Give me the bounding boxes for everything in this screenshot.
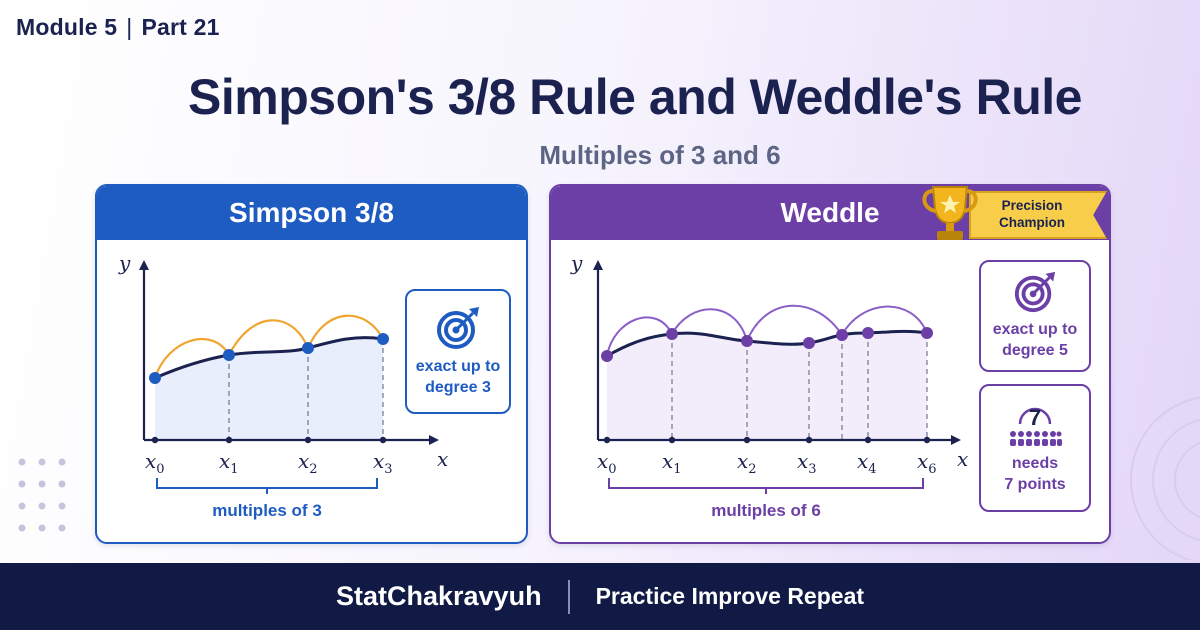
page-title: Simpson's 3/8 Rule and Weddle's Rule (188, 69, 1082, 125)
separator: | (126, 14, 133, 40)
badge-text: Precision Champion (999, 198, 1065, 232)
footer-divider (567, 579, 570, 614)
svg-text:x1: x1 (662, 449, 682, 477)
svg-text:x0: x0 (597, 449, 617, 477)
decorative-dots (18, 458, 66, 532)
decorative-rings (1130, 396, 1200, 560)
target-icon (1014, 272, 1056, 313)
svg-text:x2: x2 (737, 449, 757, 477)
simpson-shaded-area (155, 337, 383, 440)
simpson-exactness-box: exact up to degree 3 (405, 289, 511, 414)
weddle-y-label: y (570, 251, 583, 275)
weddle-tick-labels: x0 x1 x2 x3 x4 x6 (597, 449, 937, 477)
simpson-panel-title: Simpson 3/8 (97, 186, 526, 240)
people-icon: 7 (1010, 405, 1062, 447)
svg-text:x2: x2 (298, 449, 318, 477)
module-number: Module 5 (16, 14, 118, 40)
precision-champion-badge: Precision Champion (919, 179, 1115, 245)
svg-text:x3: x3 (797, 449, 817, 477)
simpson-points (149, 333, 389, 384)
simpson-exactness-line2: degree 3 (425, 378, 491, 396)
page-subtitle: Multiples of 3 and 6 (539, 140, 781, 170)
weddle-plot: y x x0 x1 x2 x3 x4 x6 multiples of 6 (570, 251, 968, 520)
simpson-arcs (153, 314, 384, 379)
svg-text:x4: x4 (857, 449, 877, 477)
svg-text:x0: x0 (145, 449, 165, 477)
weddle-exactness-line2: degree 5 (1002, 342, 1068, 359)
svg-text:x3: x3 (373, 449, 393, 477)
weddle-ordinates (671, 333, 928, 440)
footer-bar: StatChakravyuh Practice Improve Repeat (0, 563, 1200, 630)
module-part-label: Module 5 | Part 21 (16, 14, 220, 41)
simpson-curve (154, 336, 384, 380)
weddle-brace (608, 478, 924, 494)
weddle-points-line2: 7 points (1004, 476, 1066, 493)
simpson-ordinates (228, 339, 384, 440)
svg-text:x1: x1 (219, 449, 239, 477)
simpson-brace (156, 478, 378, 494)
simpson-x-arrow (429, 435, 439, 445)
part-number: Part 21 (141, 14, 220, 40)
simpson-y-arrow (139, 260, 149, 270)
footer-tagline: Practice Improve Repeat (595, 583, 865, 609)
weddle-exactness-line1: exact up to (992, 321, 1078, 339)
weddle-axes (596, 270, 951, 442)
svg-text:x6: x6 (917, 449, 937, 477)
weddle-tick-dots (603, 436, 931, 444)
badge-ribbon: Precision Champion (969, 191, 1107, 239)
badge-line1: Precision (1001, 198, 1063, 214)
target-icon (437, 306, 479, 349)
points-count: 7 (1029, 405, 1041, 430)
simpson-exactness-line1: exact up to (415, 357, 501, 375)
simpson-brace-label: multiples of 3 (212, 501, 322, 520)
weddle-y-arrow (593, 260, 603, 270)
weddle-x-arrow (951, 435, 961, 445)
simpson-tick-dots (151, 436, 387, 444)
simpson-panel: Simpson 3/8 (95, 184, 528, 544)
weddle-points-line1: needs (1011, 455, 1059, 473)
simpson-x-label: x (437, 447, 448, 471)
weddle-points-box: 7 needs 7 points (979, 384, 1091, 512)
weddle-brace-label: multiples of 6 (711, 501, 821, 520)
simpson-tick-labels: x0 x1 x2 x3 (145, 449, 393, 477)
trophy-icon (922, 186, 978, 240)
simpson-plot: y x x0 x1 x2 x3 multiples of 3 (118, 251, 448, 520)
weddle-x-label: x (957, 447, 968, 471)
weddle-exactness-box: exact up to degree 5 (979, 260, 1091, 372)
weddle-points (601, 327, 933, 362)
footer-brand: StatChakravyuh (335, 581, 542, 611)
weddle-arcs (606, 304, 928, 357)
simpson-y-label: y (118, 251, 131, 275)
badge-line2: Champion (999, 215, 1065, 230)
weddle-shaded-area (607, 331, 927, 440)
